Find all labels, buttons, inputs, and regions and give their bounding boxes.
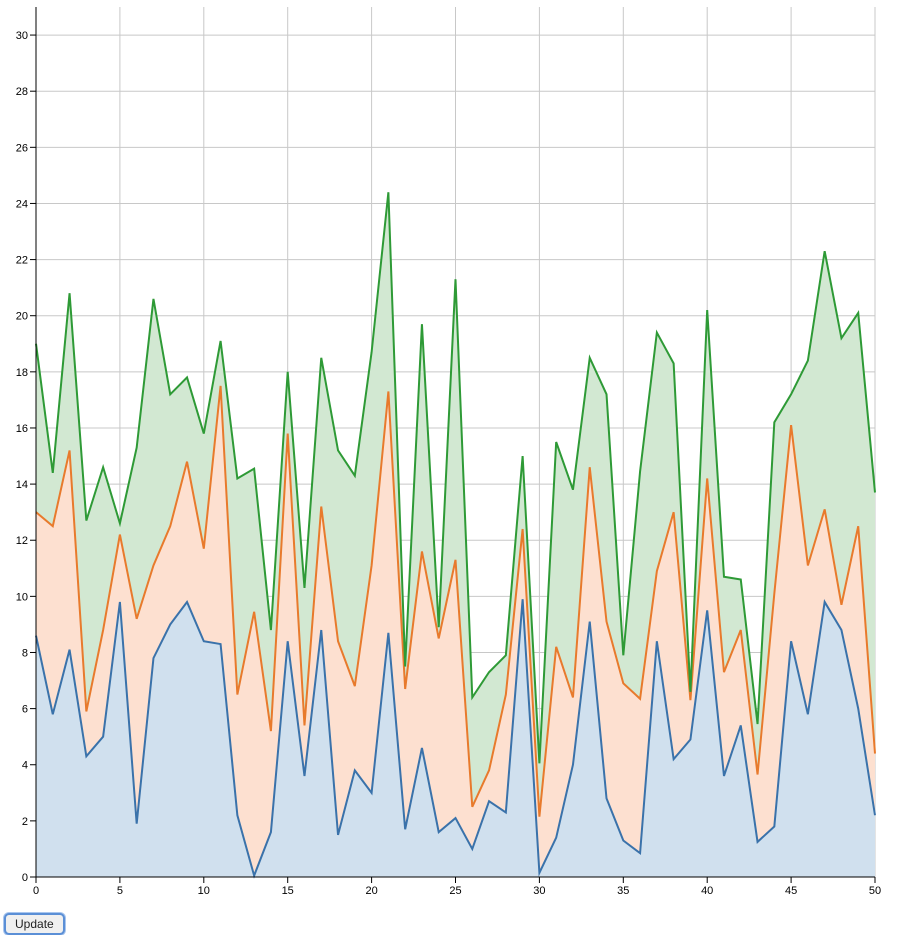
x-tick-label: 20	[365, 885, 377, 897]
y-tick-label: 6	[22, 704, 28, 716]
x-tick-label: 5	[117, 885, 123, 897]
x-tick-label: 10	[198, 885, 210, 897]
x-tick-label: 35	[617, 885, 629, 897]
y-tick-label: 16	[16, 423, 28, 435]
y-tick-label: 8	[22, 647, 28, 659]
line-series-1	[35, 599, 876, 879]
x-tick-label: 45	[785, 885, 797, 897]
y-tick-label: 18	[16, 367, 28, 379]
y-tick-label: 30	[16, 30, 28, 42]
y-tick-label: 26	[16, 142, 28, 154]
update-button[interactable]: Update	[4, 913, 65, 935]
y-tick-label: 22	[16, 255, 28, 267]
y-tick-label: 0	[22, 872, 28, 884]
y-tick-label: 4	[22, 760, 28, 772]
y-tick-label: 10	[16, 591, 28, 603]
y-tick-label: 2	[22, 816, 28, 828]
x-tick-label: 30	[533, 885, 545, 897]
y-tick-label: 14	[16, 479, 28, 491]
y-tick-label: 24	[16, 198, 28, 210]
x-tick-label: 0	[33, 885, 39, 897]
area-series-1	[36, 599, 875, 877]
x-tick-label: 50	[869, 885, 881, 897]
x-tick-label: 40	[701, 885, 713, 897]
line-series-2	[35, 385, 876, 817]
area-series-2	[36, 385, 875, 876]
y-tick-label: 12	[16, 535, 28, 547]
x-tick-label: 25	[449, 885, 461, 897]
line-layer	[35, 192, 876, 879]
x-tick-label: 15	[282, 885, 294, 897]
line-series-3	[35, 192, 876, 764]
y-tick-label: 20	[16, 311, 28, 323]
y-tick-label: 28	[16, 86, 28, 98]
